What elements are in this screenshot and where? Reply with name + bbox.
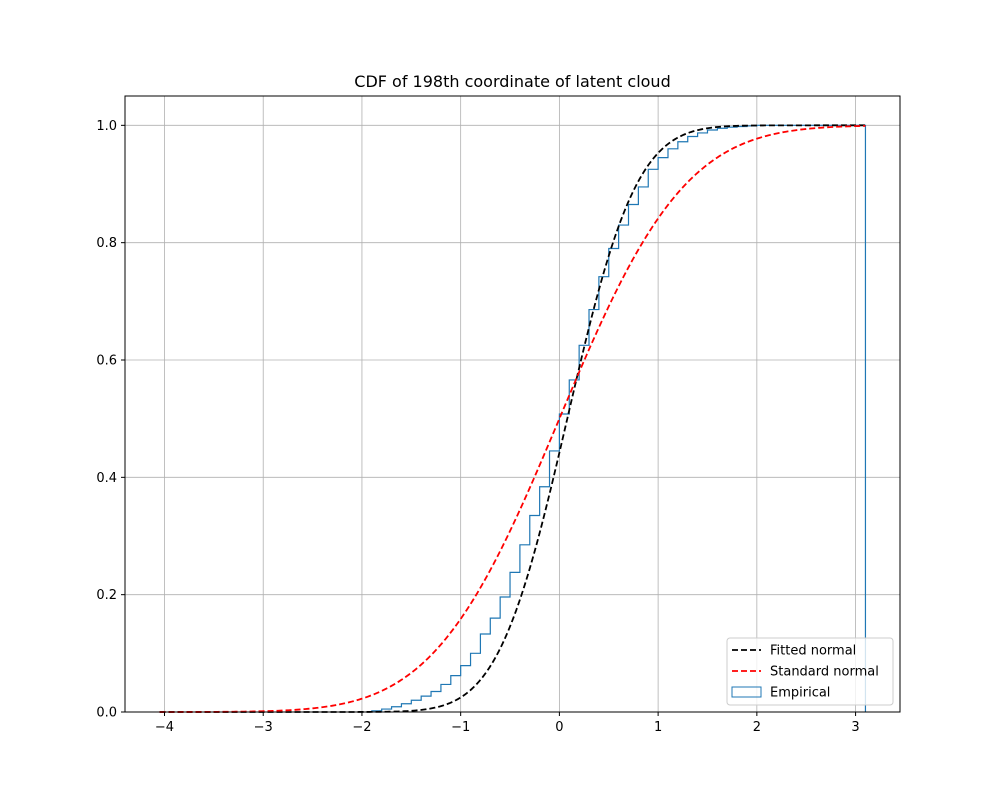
x-tick-label: −3 <box>254 720 273 735</box>
chart-title: CDF of 198th coordinate of latent cloud <box>354 72 670 91</box>
y-tick-label: 0.0 <box>96 706 117 721</box>
standard-normal-line <box>159 125 866 713</box>
legend-label-empirical: Empirical <box>770 686 830 701</box>
x-tick-label: 2 <box>753 720 761 735</box>
y-tick-label: 0.8 <box>96 236 117 251</box>
x-tick-label: −2 <box>352 720 371 735</box>
y-tick-label: 0.4 <box>96 471 117 486</box>
x-tick-label: 0 <box>555 720 563 735</box>
x-tick-label: −1 <box>451 720 470 735</box>
x-tick-label: −4 <box>155 720 174 735</box>
legend-label-fitted-normal: Fitted normal <box>770 644 856 659</box>
legend-box <box>726 637 894 706</box>
y-tick-label: 1.0 <box>96 119 117 134</box>
y-tick-label: 0.6 <box>96 354 117 369</box>
x-tick-label: 1 <box>654 720 662 735</box>
tick-layer: −4 −3 −2 −1 0 1 2 3 0.0 0.2 0.4 0.6 0.8 1.0 <box>96 119 859 735</box>
legend: Fitted normal Standard normal Empirical <box>726 637 894 706</box>
legend-label-standard-normal: Standard normal <box>770 665 879 680</box>
axes-frame <box>124 95 901 713</box>
x-tick-label: 3 <box>851 720 859 735</box>
legend-swatch-empirical <box>731 686 762 698</box>
y-tick-label: 0.2 <box>96 588 117 603</box>
